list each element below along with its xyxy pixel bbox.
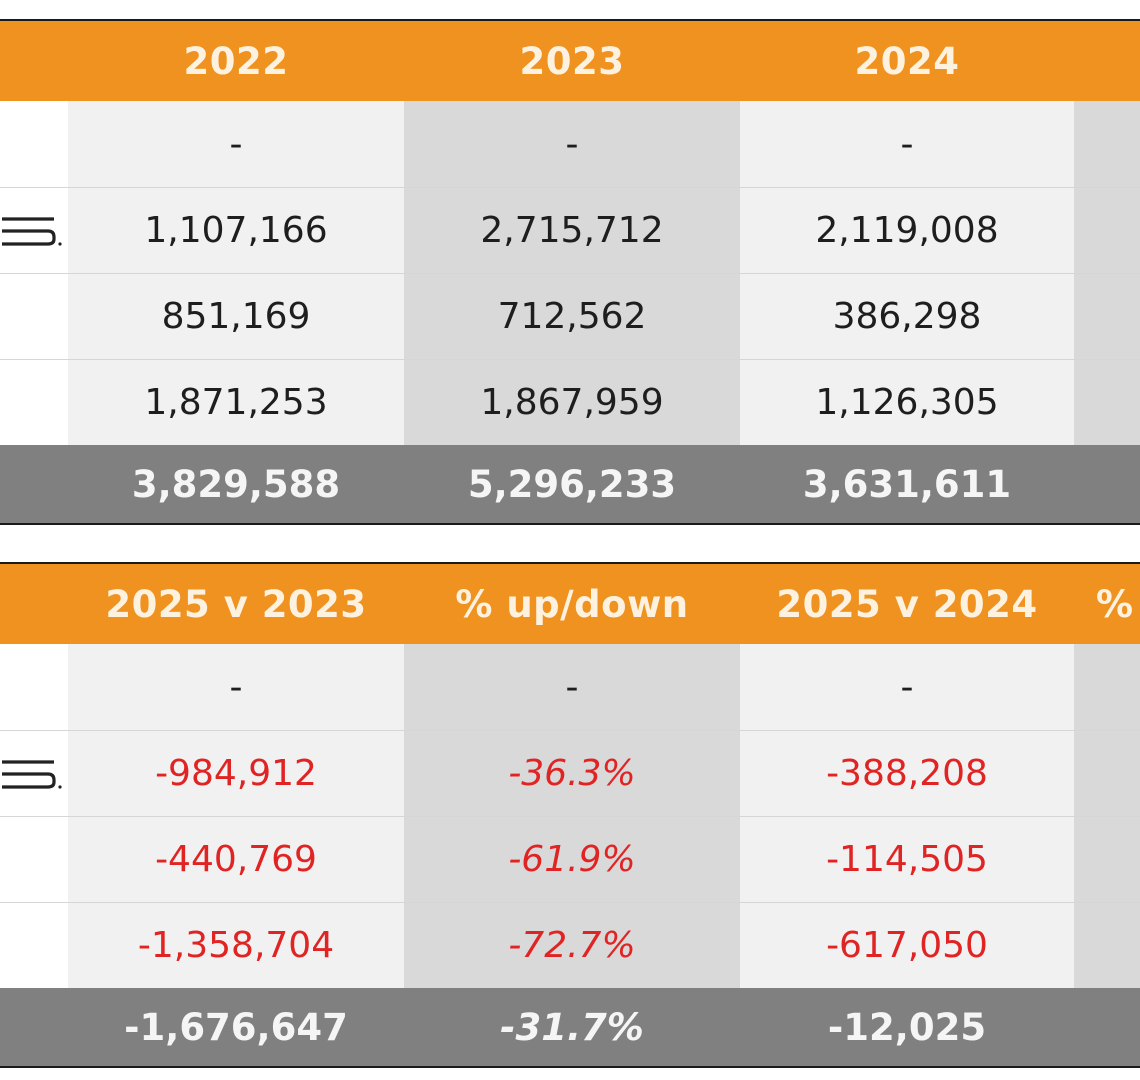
row-label xyxy=(0,903,68,988)
table-cell: -72.7% xyxy=(404,903,740,988)
row-label xyxy=(0,817,68,902)
table-row: -984,912 -36.3% -388,208 xyxy=(0,730,1140,816)
total-cell: 5,296,233 xyxy=(467,462,677,506)
sales-table-comparison: 2025 v 2023 % up/down 2025 v 2024 % - - … xyxy=(0,562,1140,1068)
table-cell: 712,562 xyxy=(404,274,740,359)
table-cell: -617,050 xyxy=(740,903,1074,988)
table-cell: 386,298 xyxy=(740,274,1074,359)
table-row: - - - xyxy=(0,101,1140,187)
row-label xyxy=(0,731,68,816)
table-cell xyxy=(1074,188,1140,273)
total-cell: 3,829,588 xyxy=(131,462,341,506)
header-cell-label xyxy=(0,564,68,644)
total-cell xyxy=(1074,445,1140,523)
table-row: 851,169 712,562 386,298 xyxy=(0,273,1140,359)
total-cell: -1,676,647 xyxy=(124,1005,348,1049)
table-cell xyxy=(1074,274,1140,359)
header-cell-2025 xyxy=(1074,21,1140,101)
brand-logo-icon xyxy=(2,216,62,246)
table-cell: -61.9% xyxy=(404,817,740,902)
table-cell: -114,505 xyxy=(740,817,1074,902)
row-label xyxy=(0,274,68,359)
table-row: 1,107,166 2,715,712 2,119,008 xyxy=(0,187,1140,273)
header-cell-2025-v-2023: 2025 v 2023 xyxy=(105,582,367,626)
table-total-row: 3,829,588 5,296,233 3,631,611 xyxy=(0,445,1140,523)
header-cell-2022: 2022 xyxy=(183,39,289,83)
table-cell: - xyxy=(68,101,404,187)
brand-logo-icon xyxy=(2,759,62,789)
table-cell xyxy=(1074,360,1140,445)
table-row: -1,358,704 -72.7% -617,050 xyxy=(0,902,1140,988)
table-cell: -1,358,704 xyxy=(68,903,404,988)
table-header-row: 2022 2023 2024 xyxy=(0,21,1140,101)
table-cell: 1,126,305 xyxy=(740,360,1074,445)
table-cell: 1,107,166 xyxy=(68,188,404,273)
table-row: -440,769 -61.9% -114,505 xyxy=(0,816,1140,902)
table-cell xyxy=(1074,731,1140,816)
total-label xyxy=(0,445,68,523)
table-cell: 851,169 xyxy=(68,274,404,359)
table-header-row: 2025 v 2023 % up/down 2025 v 2024 % xyxy=(0,564,1140,644)
table-cell: 1,867,959 xyxy=(404,360,740,445)
table-cell xyxy=(1074,101,1140,187)
table-cell xyxy=(1074,817,1140,902)
table-cell xyxy=(1074,644,1140,730)
header-cell-2023: 2023 xyxy=(519,39,625,83)
row-label xyxy=(0,101,68,187)
table-cell: - xyxy=(404,644,740,730)
table-cell: 1,871,253 xyxy=(68,360,404,445)
table-row: - - - xyxy=(0,644,1140,730)
header-cell-pct-up-down: % up/down xyxy=(455,582,689,626)
total-label xyxy=(0,988,68,1066)
table-total-row: -1,676,647 -31.7% -12,025 xyxy=(0,988,1140,1066)
table-cell: - xyxy=(740,644,1074,730)
header-cell-2024: 2024 xyxy=(854,39,960,83)
header-cell-2025-v-2024: 2025 v 2024 xyxy=(776,582,1038,626)
sales-table-yearly: 2022 2023 2024 - - - 1,107,166 2,715,712… xyxy=(0,19,1140,525)
row-label xyxy=(0,644,68,730)
table-cell: -36.3% xyxy=(404,731,740,816)
table-cell: 2,119,008 xyxy=(740,188,1074,273)
total-cell xyxy=(1074,988,1140,1066)
table-cell: - xyxy=(740,101,1074,187)
total-cell: -31.7% xyxy=(500,1005,644,1049)
table-cell xyxy=(1074,903,1140,988)
total-cell: 3,631,611 xyxy=(802,462,1012,506)
table-cell: - xyxy=(68,644,404,730)
table-cell: 2,715,712 xyxy=(404,188,740,273)
header-cell-label xyxy=(0,21,68,101)
row-label xyxy=(0,360,68,445)
table-cell: -388,208 xyxy=(740,731,1074,816)
row-label xyxy=(0,188,68,273)
table-cell: -440,769 xyxy=(68,817,404,902)
header-cell-pct: % xyxy=(1096,582,1134,626)
table-cell: -984,912 xyxy=(68,731,404,816)
total-cell: -12,025 xyxy=(827,1005,987,1049)
table-cell: - xyxy=(404,101,740,187)
table-row: 1,871,253 1,867,959 1,126,305 xyxy=(0,359,1140,445)
